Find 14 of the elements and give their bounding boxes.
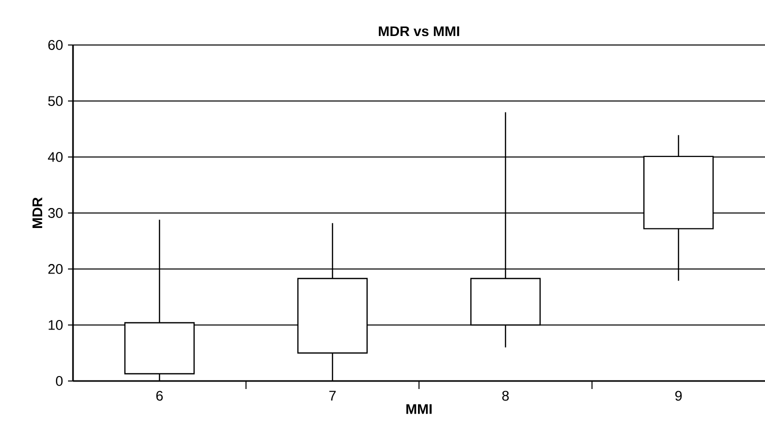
x-axis-title: MMI — [406, 404, 432, 414]
chart-title: MDR vs MMI — [378, 26, 460, 36]
y-tick-label: 50 — [48, 96, 63, 106]
y-tick-label: 20 — [48, 264, 63, 274]
x-tick-label: 9 — [675, 390, 682, 401]
y-tick-label: 0 — [56, 376, 63, 386]
y-tick-label: 10 — [48, 320, 63, 330]
x-tick-label: 8 — [502, 390, 509, 401]
x-tick-label: 6 — [156, 390, 163, 401]
x-tick-label: 7 — [329, 390, 336, 400]
y-tick-label: 60 — [48, 40, 63, 50]
y-tick-label: 40 — [48, 152, 63, 162]
y-axis-title: MDR — [32, 197, 42, 228]
y-tick-label: 30 — [48, 208, 63, 218]
